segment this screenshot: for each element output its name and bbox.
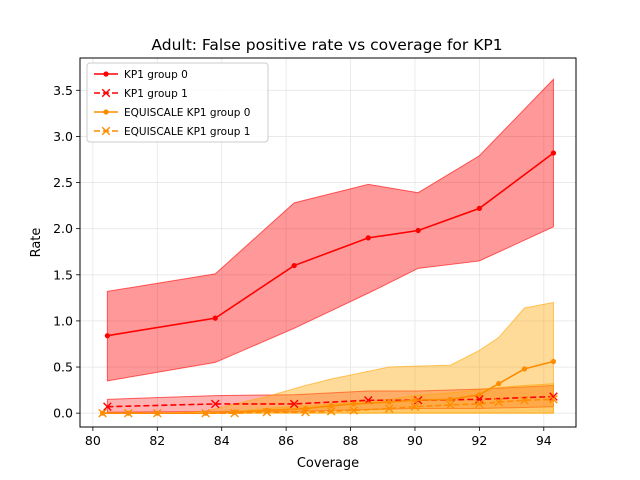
legend-marker bbox=[101, 126, 111, 136]
data-point bbox=[446, 400, 455, 410]
x-tick-label: 80 bbox=[85, 433, 101, 448]
x-tick-label: 90 bbox=[407, 433, 423, 448]
data-point bbox=[124, 408, 133, 418]
plot-frame bbox=[79, 57, 577, 428]
legend-marker bbox=[103, 71, 109, 77]
series-line-3 bbox=[102, 398, 554, 414]
data-point bbox=[550, 150, 557, 156]
data-point-stroke bbox=[326, 407, 336, 416]
data-point-stroke bbox=[446, 400, 455, 410]
data-point bbox=[153, 408, 162, 418]
data-point bbox=[415, 227, 421, 234]
legend-box bbox=[86, 62, 269, 143]
legend-label: EQUISCALE KP1 group 1 bbox=[124, 126, 250, 138]
data-point-stroke bbox=[301, 407, 310, 417]
data-point-stroke bbox=[289, 399, 299, 409]
y-axis-ticks: 0.0 0.5 1.0 1.5 2.0 2.5 3.0 3.5 bbox=[53, 83, 80, 421]
data-point-stroke bbox=[494, 397, 503, 407]
y-tick-label: 1.0 bbox=[53, 313, 73, 328]
data-point bbox=[475, 399, 484, 409]
data-point bbox=[384, 404, 394, 413]
grid bbox=[80, 58, 576, 427]
data-point-stroke bbox=[262, 407, 272, 417]
data-point bbox=[212, 315, 218, 321]
legend-marker bbox=[101, 88, 111, 98]
x-axis-ticks: 80 82 84 86 88 90 92 94 bbox=[85, 427, 552, 448]
data-point-stroke bbox=[520, 395, 529, 405]
data-point bbox=[549, 392, 558, 401]
legend-label: KP1 group 0 bbox=[124, 69, 188, 81]
y-tick-label: 2.0 bbox=[53, 221, 73, 236]
data-point bbox=[494, 397, 503, 407]
series-band-0 bbox=[106, 77, 554, 382]
data-point-stroke bbox=[230, 408, 239, 418]
x-tick-label: 94 bbox=[536, 433, 552, 448]
legend-marker bbox=[103, 109, 109, 115]
data-point bbox=[301, 407, 310, 417]
data-point-stroke bbox=[153, 408, 162, 418]
data-point bbox=[326, 407, 336, 416]
x-axis-label: Coverage bbox=[297, 456, 359, 471]
series-line-2 bbox=[102, 360, 554, 414]
data-point bbox=[201, 408, 210, 418]
data-point bbox=[549, 395, 558, 404]
data-point bbox=[98, 408, 107, 418]
data-point bbox=[410, 402, 420, 411]
legend-label: KP1 group 1 bbox=[124, 88, 188, 100]
chart-title: Adult: False positive rate vs coverage f… bbox=[151, 36, 502, 54]
data-point bbox=[349, 406, 359, 415]
data-point-stroke bbox=[475, 399, 484, 409]
y-tick-label: 1.5 bbox=[53, 267, 73, 282]
data-point bbox=[230, 408, 239, 418]
data-point bbox=[550, 358, 557, 365]
data-point bbox=[365, 235, 371, 241]
y-tick-label: 2.5 bbox=[53, 175, 73, 190]
data-point-stroke bbox=[103, 402, 112, 411]
data-point-stroke bbox=[384, 404, 394, 413]
data-point-stroke bbox=[410, 402, 420, 411]
data-point bbox=[328, 403, 334, 409]
series-lines bbox=[98, 150, 558, 418]
data-point bbox=[262, 407, 272, 417]
data-point bbox=[291, 262, 297, 269]
data-point bbox=[412, 397, 418, 403]
x-tick-label: 92 bbox=[471, 433, 487, 448]
y-axis-label: Rate bbox=[29, 228, 44, 258]
data-point bbox=[302, 405, 309, 412]
data-point-stroke bbox=[98, 408, 107, 418]
data-point bbox=[351, 401, 357, 407]
data-point bbox=[103, 402, 112, 411]
data-point bbox=[476, 392, 482, 398]
data-point-stroke bbox=[201, 408, 210, 418]
data-point bbox=[447, 396, 453, 402]
data-point bbox=[520, 395, 529, 405]
x-tick-label: 82 bbox=[149, 433, 165, 448]
y-tick-label: 3.5 bbox=[53, 83, 73, 98]
y-tick-label: 3.0 bbox=[53, 129, 73, 144]
data-point-stroke bbox=[210, 399, 220, 409]
y-tick-label: 0.0 bbox=[53, 406, 73, 421]
x-tick-label: 84 bbox=[214, 433, 230, 448]
data-point-stroke bbox=[549, 395, 558, 404]
data-point-stroke bbox=[349, 406, 359, 415]
data-point bbox=[210, 399, 220, 409]
data-point bbox=[476, 205, 482, 211]
x-tick-label: 86 bbox=[278, 433, 294, 448]
data-point bbox=[496, 381, 502, 387]
data-point-stroke bbox=[549, 392, 558, 401]
data-point bbox=[386, 399, 392, 405]
data-point bbox=[521, 366, 528, 372]
legend-label: EQUISCALE KP1 group 0 bbox=[124, 107, 250, 119]
data-point bbox=[104, 333, 110, 339]
x-tick-label: 88 bbox=[343, 433, 359, 448]
legend: KP1 group 0 KP1 group 1 EQUISCALE KP1 grou… bbox=[86, 62, 269, 143]
data-point-stroke bbox=[124, 408, 133, 418]
data-point bbox=[289, 399, 299, 409]
y-tick-label: 0.5 bbox=[53, 360, 73, 375]
